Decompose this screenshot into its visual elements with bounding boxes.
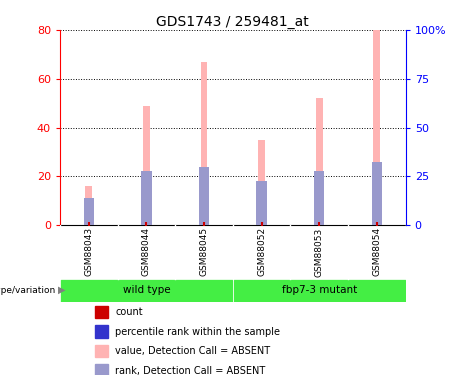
Text: GSM88043: GSM88043 <box>84 227 93 276</box>
Text: wild type: wild type <box>123 285 170 295</box>
Bar <box>95 306 108 318</box>
Text: rank, Detection Call = ABSENT: rank, Detection Call = ABSENT <box>115 366 266 375</box>
Bar <box>258 140 265 225</box>
Bar <box>256 181 267 225</box>
Bar <box>372 162 382 225</box>
Text: genotype/variation: genotype/variation <box>0 286 55 295</box>
Text: count: count <box>115 307 143 317</box>
Text: GSM88054: GSM88054 <box>372 227 381 276</box>
Text: ▶: ▶ <box>58 285 65 295</box>
Text: value, Detection Call = ABSENT: value, Detection Call = ABSENT <box>115 346 270 356</box>
Title: GDS1743 / 259481_at: GDS1743 / 259481_at <box>156 15 309 29</box>
Bar <box>316 98 323 225</box>
FancyBboxPatch shape <box>233 279 406 302</box>
Text: GSM88052: GSM88052 <box>257 227 266 276</box>
Bar <box>95 325 108 338</box>
Bar <box>373 30 380 225</box>
Text: GSM88053: GSM88053 <box>315 227 324 276</box>
Bar <box>83 198 94 225</box>
Text: GSM88045: GSM88045 <box>200 227 208 276</box>
Bar <box>199 166 209 225</box>
Text: fbp7-3 mutant: fbp7-3 mutant <box>282 285 357 295</box>
Bar <box>314 171 325 225</box>
FancyBboxPatch shape <box>60 279 233 302</box>
Text: percentile rank within the sample: percentile rank within the sample <box>115 327 280 336</box>
Bar <box>85 186 92 225</box>
Bar <box>95 345 108 357</box>
Bar <box>201 62 207 225</box>
Bar <box>143 106 150 225</box>
Text: GSM88044: GSM88044 <box>142 227 151 276</box>
Bar <box>141 171 152 225</box>
Bar <box>95 364 108 375</box>
